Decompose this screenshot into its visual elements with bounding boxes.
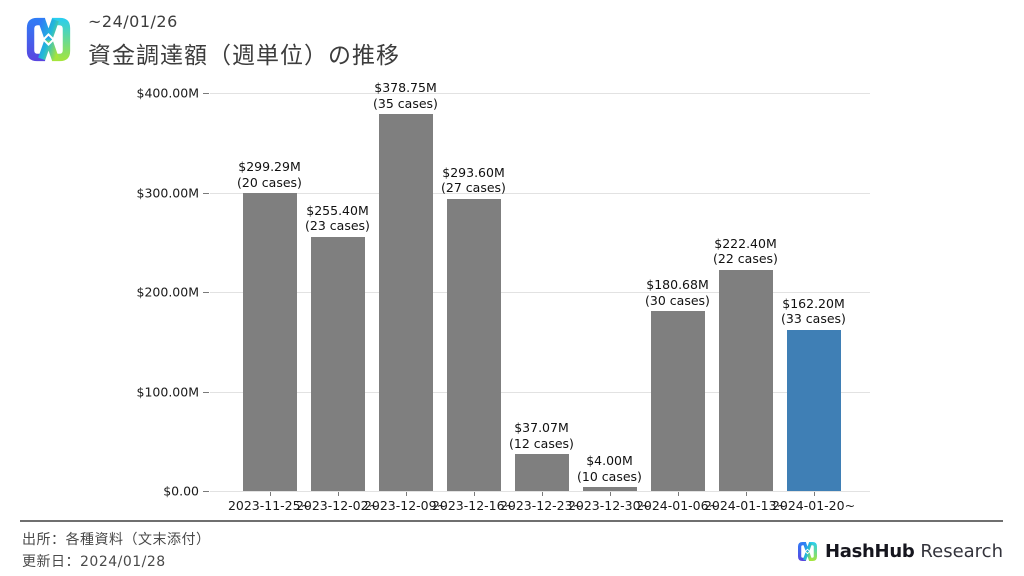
bar-cases-text: (23 cases) (305, 218, 370, 234)
y-tick-mark (203, 192, 209, 194)
hashhub-logo-icon (795, 539, 820, 564)
report-period: ~24/01/26 (88, 12, 178, 31)
x-tick-label: 2024-01-06~ (635, 498, 720, 513)
y-gridline (210, 292, 870, 293)
bar (242, 193, 297, 491)
bar-value-text: $222.40M (714, 235, 777, 251)
bar (378, 114, 433, 491)
bar-value-text: $293.60M (442, 164, 505, 180)
x-tick-mark (541, 492, 543, 496)
y-tick-label: $0.00 (163, 483, 199, 499)
page-title: 資金調達額（週単位）の推移 (88, 43, 400, 69)
y-tick-mark (203, 491, 209, 492)
bar (718, 269, 773, 491)
bar (310, 236, 365, 491)
x-tick-mark (473, 492, 475, 496)
x-tick-mark (269, 492, 271, 496)
x-tick-label: 2024-01-13~ (703, 498, 788, 513)
bar-cases-text: (12 cases) (509, 435, 574, 451)
bar-cases-text: (10 cases) (577, 468, 642, 484)
brand-name-bold: HashHub (825, 541, 915, 562)
bar-value-label: $162.20M (33 cases) (781, 296, 846, 327)
bar-cases-text: (22 cases) (713, 251, 778, 267)
x-tick-label: 2023-12-30~ (567, 498, 652, 513)
bar-value-label: $299.29M (20 cases) (237, 159, 302, 190)
y-gridline (210, 491, 870, 492)
x-tick-mark (677, 492, 679, 496)
brand-name-regular: Research (920, 541, 1003, 562)
y-gridline (210, 192, 870, 194)
bar-cases-text: (33 cases) (781, 311, 846, 327)
y-tick-mark (203, 93, 209, 94)
x-tick-label: 2024-01-20~ (771, 498, 856, 513)
bar-cases-text: (30 cases) (645, 292, 710, 308)
bar-value-label: $37.07M (12 cases) (509, 420, 574, 451)
x-tick-mark (609, 492, 611, 496)
y-tick-label: $200.00M (136, 284, 199, 300)
x-tick-label: 2023-12-16~ (431, 498, 516, 513)
bar-value-label: $255.40M (23 cases) (305, 203, 370, 234)
x-tick-label: 2023-12-23~ (499, 498, 584, 513)
bar-cases-text: (35 cases) (373, 95, 438, 111)
x-tick-label: 2023-12-02~ (295, 498, 380, 513)
x-tick-label: 2023-11-25~ (227, 498, 312, 513)
x-tick-mark (337, 492, 339, 496)
bar-value-label: $180.68M (30 cases) (645, 277, 710, 308)
bar-value-text: $378.75M (374, 80, 437, 96)
hashhub-logo-icon (20, 11, 77, 68)
brand-logo: HashHub Research (795, 539, 1003, 564)
bar (446, 198, 501, 491)
y-gridline (210, 391, 870, 393)
y-gridline (210, 93, 870, 94)
bar-value-label: $4.00M (10 cases) (577, 453, 642, 484)
header: ~24/01/26 資金調達額（週単位）の推移 (88, 11, 400, 70)
bar (514, 454, 569, 491)
bar (786, 329, 841, 491)
bar-cases-text: (27 cases) (441, 180, 506, 196)
updated-date: 更新日：2024/01/28 (22, 554, 166, 570)
bar-value-label: $293.60M (27 cases) (441, 165, 506, 196)
source-note: 出所：各種資料（文末添付） (22, 532, 211, 548)
footer-divider (20, 520, 1003, 522)
y-tick-mark (203, 292, 209, 293)
y-tick-label: $100.00M (136, 384, 199, 399)
y-tick-label: $400.00M (136, 85, 199, 101)
bar-value-text: $255.40M (306, 202, 369, 218)
bar-cases-text: (20 cases) (237, 174, 302, 190)
y-tick-label: $300.00M (136, 185, 199, 200)
bar-value-label: $222.40M (22 cases) (713, 236, 778, 267)
y-tick-mark (203, 391, 209, 393)
bar-value-text: $162.20M (782, 295, 845, 311)
bar-value-text: $299.29M (238, 159, 301, 175)
bar (650, 311, 705, 491)
bar-value-text: $180.68M (646, 277, 709, 293)
bar (582, 487, 637, 491)
bar-value-text: $4.00M (586, 453, 633, 469)
bar-value-label: $378.75M (35 cases) (373, 80, 438, 111)
x-tick-mark (813, 492, 815, 496)
x-tick-mark (745, 492, 747, 496)
x-tick-label: 2023-12-09~ (363, 498, 448, 513)
x-tick-mark (405, 492, 407, 496)
bar-value-text: $37.07M (514, 420, 569, 436)
